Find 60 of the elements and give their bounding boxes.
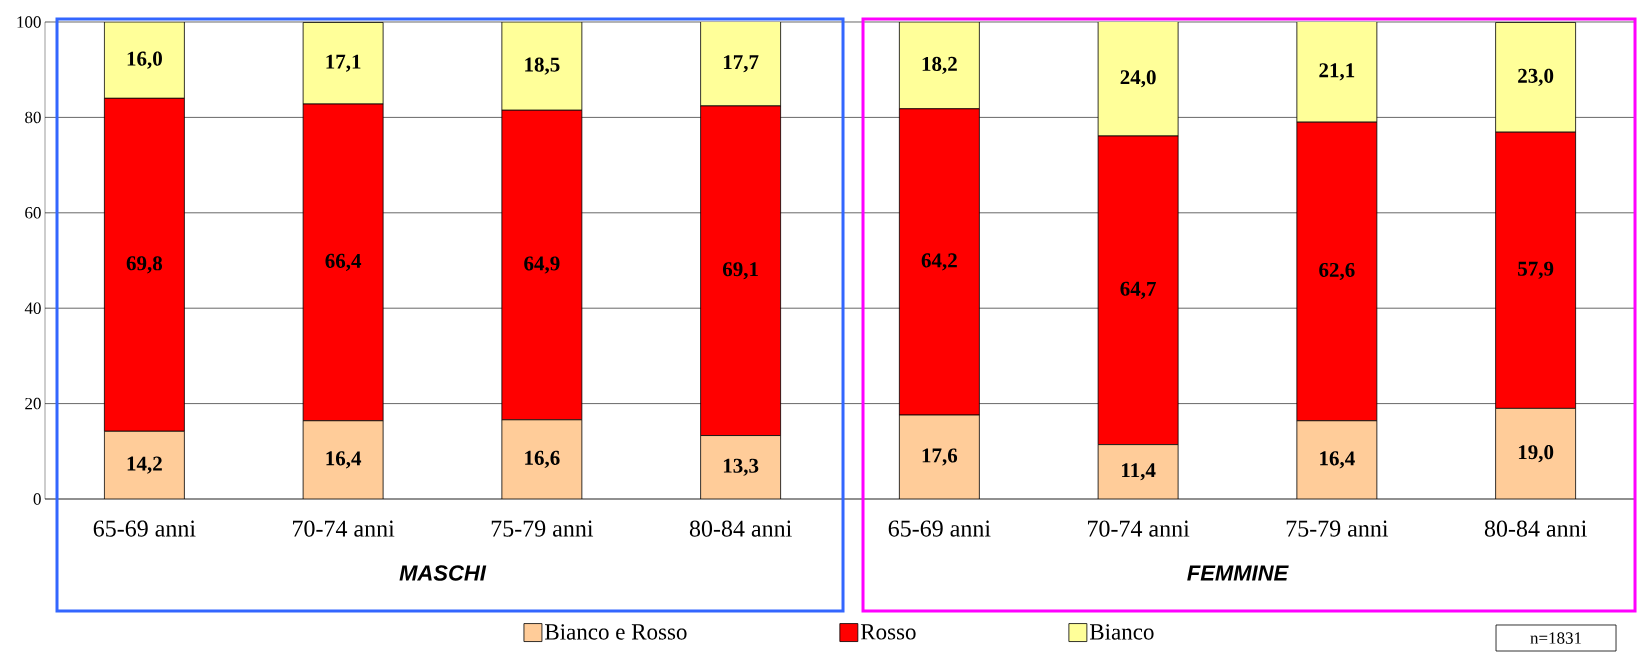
- bar: [302, 22, 384, 105]
- x-tick-label: 70-74 anni: [1088, 520, 1190, 537]
- legend-label: Bianco e Rosso: [545, 624, 687, 640]
- data-label: 57,9: [1518, 261, 1554, 279]
- y-tick-label: 80: [25, 111, 41, 124]
- data-label: 64,2: [921, 253, 957, 271]
- x-tick-label: 80-84 anni: [689, 520, 792, 537]
- data-label: 69,1: [722, 262, 758, 280]
- bar: [1296, 22, 1378, 123]
- bar: [501, 419, 583, 499]
- text: FEMMINE: [1187, 565, 1289, 581]
- y-tick-label: 20: [25, 397, 41, 410]
- data-label: 16,4: [1320, 451, 1355, 469]
- data-label: 18,5: [525, 57, 560, 75]
- bar: [1495, 22, 1577, 133]
- data-label: 16,0: [127, 51, 162, 69]
- bar: [1097, 444, 1179, 499]
- bar: [103, 22, 185, 99]
- data-label: 17,1: [326, 54, 361, 72]
- data-label: 66,4: [325, 253, 362, 271]
- y-tick-label: 100: [17, 16, 41, 28]
- bar: [700, 435, 782, 499]
- legend-label: Bianco: [1089, 624, 1154, 640]
- bar: [103, 430, 185, 499]
- bar: [1296, 420, 1378, 499]
- bar: [501, 22, 583, 111]
- data-label: 69,8: [126, 256, 163, 274]
- y-tick-label: 40: [24, 302, 41, 314]
- legend-label: Rosso: [860, 624, 916, 640]
- y-tick-label: 60: [25, 207, 41, 219]
- bar: [1097, 22, 1179, 137]
- data-label: 16,4: [326, 451, 362, 469]
- data-label: 21,1: [1319, 63, 1355, 81]
- bar: [302, 420, 384, 499]
- bar: [1495, 407, 1577, 499]
- x-tick-label: 75-79 anni: [491, 520, 594, 537]
- data-label: 18,2: [922, 56, 957, 75]
- bar: [898, 22, 980, 110]
- x-tick-label: 80-84 anni: [1484, 520, 1587, 537]
- text: MASCHI: [399, 565, 487, 581]
- data-label: 11,4: [1122, 463, 1156, 481]
- data-label: 23,0: [1518, 68, 1554, 86]
- data-label: 16,6: [525, 450, 560, 468]
- data-label: 14,2: [127, 456, 162, 474]
- data-label: 24,0: [1120, 70, 1156, 88]
- data-label: 62,6: [1319, 262, 1355, 281]
- y-tick-label: 0: [33, 493, 41, 505]
- x-tick-label: 65-69 anni: [93, 520, 196, 537]
- data-label: 17,7: [723, 55, 759, 73]
- text: n=1831: [1530, 632, 1582, 644]
- x-tick-label: 70-74 anni: [293, 520, 395, 537]
- data-label: 19,0: [1518, 445, 1554, 463]
- data-label: 13,3: [723, 458, 759, 476]
- data-label: 64,9: [524, 256, 560, 274]
- bar: [700, 22, 782, 107]
- x-tick-label: 65-69 anni: [888, 520, 991, 537]
- x-tick-label: 75-79 anni: [1286, 520, 1389, 537]
- bar: [898, 414, 980, 499]
- data-label: 17,6: [922, 448, 958, 466]
- data-label: 64,7: [1120, 281, 1156, 299]
